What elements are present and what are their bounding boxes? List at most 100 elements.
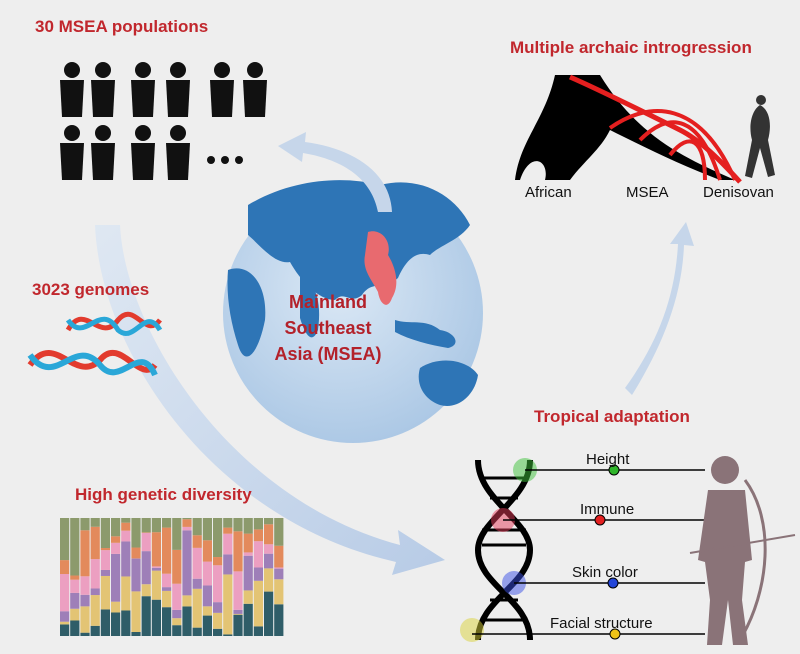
globe-part xyxy=(364,231,397,305)
admixture-segment xyxy=(80,530,90,577)
admixture-segment xyxy=(60,621,70,625)
trait-label: Facial structure xyxy=(550,615,653,632)
adaptation-title: Tropical adaptation xyxy=(534,407,690,426)
admixture-segment xyxy=(80,606,90,633)
trait-label: Skin color xyxy=(572,564,638,581)
ellipsis-part xyxy=(207,156,215,164)
admixture-segment xyxy=(121,522,131,531)
admixture-segment xyxy=(151,599,161,636)
person-body xyxy=(60,80,84,117)
dna-helix-part xyxy=(474,459,533,641)
region-label: Asia (MSEA) xyxy=(274,344,381,364)
person-head xyxy=(135,62,151,78)
admixture-segment xyxy=(70,620,80,636)
admixture-segment xyxy=(253,518,263,530)
admixture-segment xyxy=(90,588,100,596)
admixture-segment xyxy=(141,596,151,636)
admixture-segment xyxy=(70,579,80,593)
admixture-segment xyxy=(121,541,131,577)
admixture-segment xyxy=(60,574,70,612)
admixture-segment xyxy=(182,595,192,607)
admixture-segment xyxy=(223,533,233,555)
admixture-segment xyxy=(80,594,90,607)
admixture-segment xyxy=(202,606,212,616)
admixture-segment xyxy=(70,592,80,609)
admixture-segment xyxy=(100,609,110,636)
admixture-segment xyxy=(243,518,253,534)
population-icons xyxy=(60,62,267,180)
introgression-label: Denisovan xyxy=(703,184,774,201)
admixture-segment xyxy=(223,527,233,534)
flow-arrows-part xyxy=(95,225,445,575)
hunter-silhouette xyxy=(689,456,796,645)
admixture-segment xyxy=(202,518,212,541)
admixture-segment xyxy=(172,618,182,626)
admixture-segment xyxy=(243,533,253,553)
admixture-segment xyxy=(182,530,192,596)
admixture-segment xyxy=(264,518,274,525)
admixture-segment xyxy=(223,634,233,636)
introgression-label: MSEA xyxy=(626,184,669,201)
admixture-segment xyxy=(90,526,100,560)
admixture-segment xyxy=(233,571,243,610)
introgression-tree-part xyxy=(608,109,737,181)
admixture-segment xyxy=(213,565,223,603)
admixture-segment xyxy=(80,632,90,636)
flow-arrows xyxy=(95,132,694,575)
admixture-segment xyxy=(121,518,131,523)
person-head xyxy=(170,62,186,78)
person-head xyxy=(247,62,263,78)
admixture-segment xyxy=(100,575,110,610)
admixture-segment xyxy=(274,567,284,569)
admixture-segment xyxy=(253,529,263,542)
admixture-segment xyxy=(162,590,172,608)
admixture-segment xyxy=(141,518,151,533)
hunter-silhouette-part xyxy=(698,490,752,645)
admixture-segment xyxy=(111,518,121,537)
admixture-segment xyxy=(233,531,243,572)
admixture-segment xyxy=(192,547,202,579)
admixture-segment xyxy=(151,532,161,567)
admixture-segment xyxy=(70,518,80,576)
genome-helices-part xyxy=(65,316,163,336)
dna-helix-part xyxy=(460,618,484,642)
admixture-segment xyxy=(141,551,151,585)
admixture-segment xyxy=(233,613,243,615)
admixture-segment xyxy=(264,553,274,569)
admixture-segment xyxy=(162,518,172,528)
admixture-segment xyxy=(253,626,263,636)
dna-helix xyxy=(460,458,705,642)
admixture-segment xyxy=(253,541,263,568)
genome-helices-part xyxy=(27,349,158,373)
dna-helix-part xyxy=(608,464,620,476)
admixture-segment xyxy=(202,585,212,607)
genome-helices-part xyxy=(27,352,158,377)
admixture-segment xyxy=(131,558,141,592)
admixture-segment xyxy=(213,557,223,566)
admixture-segment xyxy=(192,578,202,589)
admixture-segment xyxy=(90,518,100,527)
region-label: Mainland xyxy=(289,292,367,312)
admixture-segment xyxy=(141,584,151,597)
person-head xyxy=(214,62,230,78)
admixture-segment xyxy=(182,518,192,520)
globe xyxy=(223,180,483,443)
admixture-segment xyxy=(192,535,202,548)
admixture-segment xyxy=(90,595,100,626)
person-body xyxy=(60,143,84,180)
introgression-tree-part xyxy=(515,75,735,180)
hunter-silhouette-part xyxy=(689,534,796,554)
admixture-segment xyxy=(202,561,212,586)
admixture-segment xyxy=(223,518,233,528)
admixture-segment xyxy=(151,518,161,533)
admixture-bars xyxy=(60,518,284,636)
person-body xyxy=(243,80,267,117)
ellipsis xyxy=(207,156,243,164)
admixture-segment xyxy=(243,603,253,636)
admixture-segment xyxy=(111,553,121,602)
admixture-segment xyxy=(264,544,274,554)
admixture-segment xyxy=(243,555,253,591)
admixture-segment xyxy=(172,609,182,619)
admixture-segment xyxy=(213,518,223,558)
